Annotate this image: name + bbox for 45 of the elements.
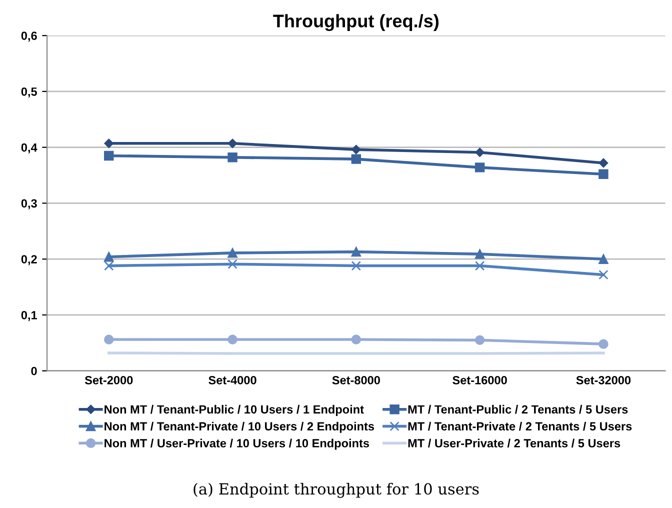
point bbox=[598, 339, 608, 349]
point bbox=[351, 154, 362, 164]
point bbox=[474, 335, 485, 345]
point bbox=[474, 162, 485, 172]
point bbox=[598, 254, 608, 264]
legend-label: MT / Tenant-Private / 2 Tenants / 5 Users bbox=[408, 422, 632, 431]
point bbox=[351, 260, 362, 271]
point bbox=[474, 249, 485, 259]
y-tick-label: 0,6 bbox=[21, 32, 37, 42]
point bbox=[351, 246, 362, 257]
chart-title: Throughput (req./s) bbox=[273, 14, 439, 32]
y-tick-label: 0,4 bbox=[21, 143, 38, 154]
point bbox=[351, 334, 362, 344]
point bbox=[352, 144, 361, 154]
legend-label: Non MT / Tenant-Private / 10 Users / 2 Endpoints bbox=[104, 422, 374, 433]
y-tick-label: 0 bbox=[31, 366, 37, 376]
y-tick-label: 0,1 bbox=[21, 310, 37, 322]
point bbox=[228, 152, 238, 162]
point bbox=[474, 260, 485, 271]
x-tick-label: Set-4000 bbox=[208, 376, 256, 384]
y-tick-label: 0,3 bbox=[21, 199, 37, 210]
legend-label: Non MT / Tenant-Public / 10 Users / 1 Endpoint bbox=[104, 404, 364, 416]
legend-label: MT / Tenant-Public / 2 Tenants / 5 Users bbox=[408, 404, 628, 414]
point bbox=[228, 334, 238, 344]
point bbox=[104, 138, 114, 148]
point bbox=[598, 270, 608, 280]
point bbox=[228, 259, 238, 269]
point bbox=[598, 169, 608, 180]
y-tick-label: 0,2 bbox=[21, 255, 37, 266]
y-tick-label: 0,5 bbox=[21, 87, 37, 98]
point bbox=[228, 248, 238, 258]
x-tick-label: Set-8000 bbox=[332, 376, 380, 384]
x-tick-label: Set-32000 bbox=[576, 376, 631, 384]
point bbox=[598, 158, 608, 168]
point bbox=[104, 252, 114, 262]
x-tick-label: Set-2000 bbox=[84, 376, 133, 384]
legend-label: MT / User-Private / 2 Tenants / 5 Users bbox=[408, 438, 620, 448]
point bbox=[104, 260, 114, 271]
point bbox=[228, 138, 238, 148]
x-tick-label: Set-16000 bbox=[452, 376, 507, 384]
point bbox=[475, 148, 484, 157]
text: (a) Endpoint throughput for 10 users bbox=[194, 482, 479, 498]
point bbox=[104, 334, 114, 344]
legend-label: Non MT / User-Private / 10 Users / 10 Endpoints bbox=[104, 438, 370, 450]
point bbox=[104, 150, 114, 161]
